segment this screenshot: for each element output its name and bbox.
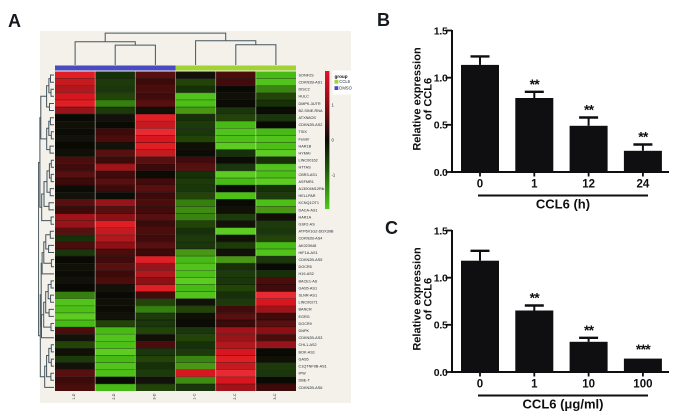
- svg-text:CDKN2B-AS2: CDKN2B-AS2: [299, 123, 323, 127]
- svg-text:HULC: HULC: [299, 95, 310, 99]
- svg-text:**: **: [530, 76, 541, 92]
- svg-text:3-D: 3-D: [152, 393, 156, 399]
- svg-text:**: **: [584, 322, 595, 338]
- svg-text:A13004M12Rik: A13004M12Rik: [299, 187, 325, 191]
- svg-text:BOK-AS1: BOK-AS1: [299, 350, 315, 354]
- svg-text:CHL1-AS2: CHL1-AS2: [299, 343, 317, 347]
- svg-text:HAR1B: HAR1B: [299, 144, 312, 148]
- svg-text:Relative expression: Relative expression: [412, 47, 424, 151]
- svg-text:of CCL6: of CCL6: [423, 78, 435, 120]
- svg-text:EGRG: EGRG: [299, 315, 310, 319]
- svg-text:0: 0: [477, 379, 483, 391]
- svg-text:A: A: [8, 11, 21, 31]
- svg-text:CDKN2B-AS4: CDKN2B-AS4: [299, 237, 323, 241]
- svg-text:HELLPAR: HELLPAR: [299, 194, 316, 198]
- svg-text:**: **: [584, 102, 595, 118]
- svg-text:ASFMR1: ASFMR1: [299, 180, 314, 184]
- svg-text:1.5: 1.5: [434, 25, 448, 37]
- svg-text:HTTAS: HTTAS: [299, 166, 312, 170]
- svg-text:DGCR5: DGCR5: [299, 265, 312, 269]
- svg-text:BANCR: BANCR: [299, 308, 313, 312]
- svg-text:DBE-T: DBE-T: [299, 379, 311, 383]
- svg-text:10: 10: [582, 379, 595, 391]
- svg-text:LINC00271: LINC00271: [299, 301, 318, 305]
- svg-text:KCNQ1OT1: KCNQ1OT1: [299, 201, 319, 205]
- svg-text:Fendrr: Fendrr: [299, 137, 311, 141]
- svg-text:0.0: 0.0: [434, 167, 448, 179]
- svg-text:***: ***: [636, 341, 651, 357]
- svg-text:B2-SINE-RNA: B2-SINE-RNA: [299, 109, 324, 113]
- svg-text:C1QTNF9B-AS1: C1QTNF9B-AS1: [299, 364, 327, 368]
- svg-text:ATP6V1G2-DDX39B: ATP6V1G2-DDX39B: [299, 230, 334, 234]
- svg-text:24: 24: [637, 179, 650, 191]
- svg-text:3-C: 3-C: [273, 393, 277, 399]
- svg-text:TSIX: TSIX: [299, 130, 308, 134]
- svg-text:CDKN2B-AS3: CDKN2B-AS3: [299, 336, 323, 340]
- svg-text:0.5: 0.5: [434, 120, 448, 132]
- svg-text:1-C: 1-C: [193, 393, 197, 399]
- svg-text:DMSO: DMSO: [339, 86, 352, 91]
- svg-text:LINC00162: LINC00162: [299, 159, 318, 163]
- svg-text:0.0: 0.0: [434, 367, 448, 379]
- svg-text:CBR3-AS1: CBR3-AS1: [299, 173, 318, 177]
- svg-text:1.5: 1.5: [434, 225, 448, 237]
- svg-text:DGCR9: DGCR9: [299, 322, 312, 326]
- svg-text:SONF2S: SONF2S: [299, 73, 315, 77]
- svg-text:AK023948: AK023948: [299, 244, 317, 248]
- svg-text:CCL6 (μg/ml): CCL6 (μg/ml): [523, 397, 604, 412]
- svg-text:IPW: IPW: [299, 372, 307, 376]
- svg-text:1: 1: [332, 103, 335, 108]
- svg-text:HIF1A-AS1: HIF1A-AS1: [299, 251, 318, 255]
- svg-text:0: 0: [332, 138, 335, 143]
- svg-text:DISC2: DISC2: [299, 88, 310, 92]
- svg-text:1: 1: [531, 179, 538, 191]
- svg-text:100: 100: [633, 379, 652, 391]
- svg-text:12: 12: [582, 179, 595, 191]
- svg-text:HYMAI: HYMAI: [299, 151, 311, 155]
- svg-text:0: 0: [477, 179, 483, 191]
- svg-text:ATXN8OS: ATXN8OS: [299, 116, 317, 120]
- svg-text:BACE1-AS: BACE1-AS: [299, 279, 318, 283]
- svg-text:DNPK: DNPK: [299, 329, 310, 333]
- svg-text:GSF2-AS: GSF2-AS: [299, 222, 316, 226]
- svg-text:**: **: [530, 290, 541, 306]
- svg-text:2-D: 2-D: [112, 393, 116, 399]
- svg-text:2-C: 2-C: [233, 393, 237, 399]
- svg-text:B: B: [377, 10, 390, 30]
- svg-text:CDKN2B-AS6: CDKN2B-AS6: [299, 386, 323, 390]
- svg-text:1.0: 1.0: [434, 73, 448, 85]
- svg-text:CCL6: CCL6: [339, 79, 350, 84]
- svg-text:CCL6 (h): CCL6 (h): [536, 197, 590, 212]
- svg-text:HAR1A: HAR1A: [299, 215, 312, 219]
- svg-text:SLNR-AS1: SLNR-AS1: [299, 293, 318, 297]
- svg-text:GAS5: GAS5: [299, 357, 309, 361]
- svg-text:of CCL6: of CCL6: [423, 278, 435, 320]
- svg-text:CDKN2B-AS5: CDKN2B-AS5: [299, 258, 323, 262]
- svg-text:DACA-AS1: DACA-AS1: [299, 208, 318, 212]
- svg-text:1.0: 1.0: [434, 273, 448, 285]
- svg-text:-1: -1: [332, 173, 336, 178]
- svg-text:DMPK-3UTR: DMPK-3UTR: [299, 102, 321, 106]
- svg-text:0.5: 0.5: [434, 320, 448, 332]
- svg-text:Relative expression: Relative expression: [412, 247, 424, 351]
- svg-text:1: 1: [531, 379, 538, 391]
- svg-text:H19-AS2: H19-AS2: [299, 272, 314, 276]
- svg-text:GAS5-AS1: GAS5-AS1: [299, 286, 318, 290]
- svg-text:1-D: 1-D: [72, 393, 76, 399]
- svg-text:**: **: [638, 129, 649, 145]
- svg-text:C: C: [385, 218, 398, 238]
- svg-text:CDKN2B-AS1: CDKN2B-AS1: [299, 80, 323, 84]
- svg-text:group: group: [335, 74, 348, 79]
